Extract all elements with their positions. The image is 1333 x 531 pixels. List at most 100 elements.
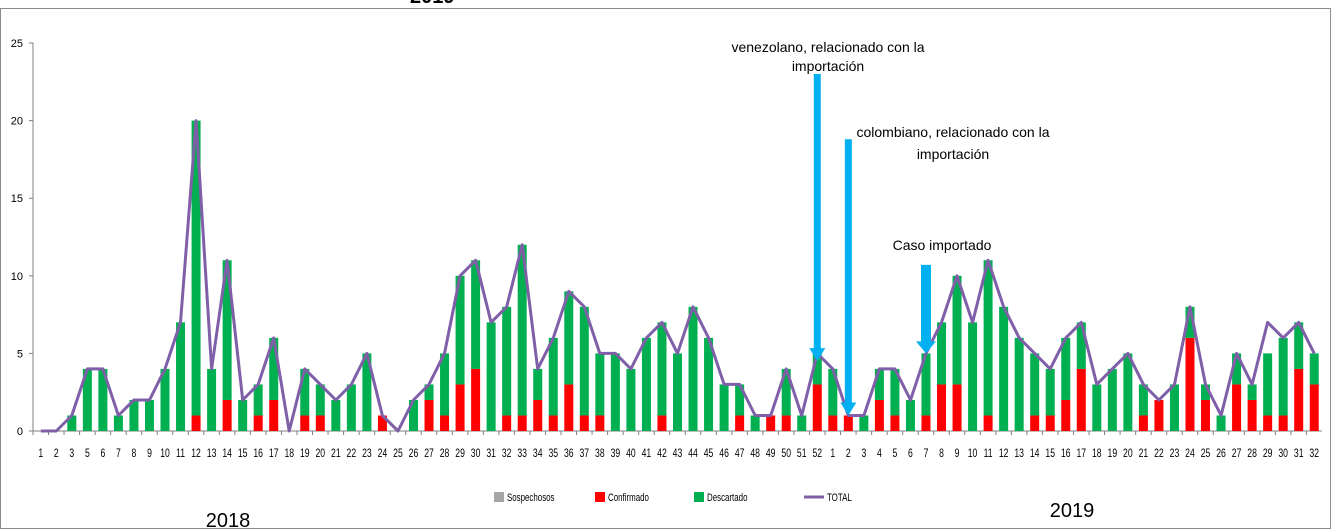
year-label: 2018 — [206, 510, 251, 531]
bar-descartado — [735, 384, 745, 416]
bar-descartado — [828, 368, 838, 416]
bar-confirmado — [921, 415, 931, 431]
bar-confirmado — [533, 399, 543, 431]
x-tick-label: 32 — [1309, 448, 1319, 461]
bar-confirmado — [1030, 415, 1040, 431]
bar-confirmado — [735, 415, 745, 431]
bar-descartado — [641, 337, 651, 431]
x-tick-label: 18 — [1092, 448, 1102, 461]
bar-descartado — [952, 275, 962, 385]
bar-descartado — [626, 368, 636, 431]
x-tick-label: 10 — [160, 448, 170, 461]
x-tick-label: 13 — [1014, 448, 1024, 461]
bar-confirmado — [843, 415, 853, 431]
x-tick-label: 34 — [533, 448, 543, 461]
x-tick-label: 31 — [486, 448, 496, 461]
x-tick-label: 25 — [1201, 448, 1211, 461]
x-tick-label: 22 — [1154, 448, 1164, 461]
x-tick-label: 8 — [132, 448, 137, 461]
legend-label: Sospechosos — [507, 492, 555, 505]
y-tick-label: 5 — [17, 348, 23, 360]
bar-confirmado — [890, 415, 900, 431]
x-tick-label: 50 — [781, 448, 791, 461]
bar-descartado — [1185, 306, 1195, 338]
bar-descartado — [471, 260, 481, 369]
x-tick-label: 28 — [1247, 448, 1257, 461]
total-series-line — [40, 119, 1316, 433]
bar-descartado — [269, 337, 279, 400]
x-tick-label: 19 — [300, 448, 310, 461]
x-tick-label: 36 — [564, 448, 574, 461]
bar-descartado — [1309, 353, 1319, 385]
bar-confirmado — [1247, 399, 1257, 431]
bar-confirmado — [517, 415, 527, 431]
legend: Sospechosos Confirmado Descartado TOTAL — [494, 492, 852, 505]
bar-confirmado — [937, 384, 947, 431]
x-tick-label: 43 — [673, 448, 683, 461]
bar-descartado — [1216, 415, 1226, 431]
bar-descartado — [673, 353, 682, 431]
y-tick-label: 25 — [11, 38, 23, 50]
bar-confirmado — [471, 368, 481, 431]
bar-descartado — [719, 384, 729, 431]
x-tick-label: 31 — [1294, 448, 1304, 461]
annotation-arrows — [809, 74, 936, 416]
x-tick-label: 2 — [54, 448, 59, 461]
x-tick-label: 20 — [1123, 448, 1133, 461]
x-tick-label: 26 — [409, 448, 419, 461]
x-tick-label: 22 — [347, 448, 357, 461]
bar-descartado — [253, 384, 263, 416]
x-tick-label: 30 — [1278, 448, 1288, 461]
bar-descartado — [517, 244, 527, 416]
arrow-colombiano — [840, 139, 857, 416]
bar-descartado — [424, 384, 434, 400]
x-tick-label: 7 — [924, 448, 929, 461]
x-tick-label: 11 — [176, 448, 185, 461]
annotation-text: importación — [917, 146, 989, 162]
bar-confirmado — [1278, 415, 1288, 431]
bar-confirmado — [874, 399, 884, 431]
x-tick-label: 17 — [1076, 448, 1086, 461]
bar-descartado — [300, 368, 310, 416]
bar-confirmado — [1201, 399, 1211, 431]
bar-confirmado — [828, 415, 838, 431]
annotation-text: importación — [792, 58, 864, 74]
x-tick-label: 1 — [38, 448, 43, 461]
bar-descartado — [160, 368, 170, 431]
y-axis: 0 5 10 15 20 25 — [11, 38, 34, 438]
x-tick-label: 19 — [1108, 448, 1118, 461]
x-tick-label: 11 — [984, 448, 993, 461]
bar-descartado — [362, 353, 372, 431]
x-axis: 1 2 3 5 6 7 8 9 10 11 12 13 14 15 16 17 18 19 20 21 22 23 24 25… — [32, 430, 1322, 461]
x-tick-label: 18 — [284, 448, 294, 461]
bar-confirmado — [983, 415, 993, 431]
x-tick-label: 23 — [1170, 448, 1180, 461]
x-tick-label: 48 — [750, 448, 760, 461]
bar-descartado — [191, 120, 201, 416]
bar-confirmado — [1045, 415, 1055, 431]
x-tick-label: 24 — [1185, 448, 1195, 461]
x-tick-label: 16 — [1061, 448, 1071, 461]
bar-confirmado — [1061, 399, 1071, 431]
bar-descartado — [564, 291, 574, 385]
bar-confirmado — [595, 415, 605, 431]
annotations: venezolano, relacionado con la importació… — [731, 39, 1049, 253]
bar-confirmado — [564, 384, 574, 431]
bar-descartado — [859, 415, 869, 431]
x-tick-label: 46 — [719, 448, 729, 461]
annotation-text: venezolano, relacionado con la — [731, 39, 924, 55]
x-tick-label: 41 — [642, 448, 652, 461]
y-tick-label: 15 — [11, 193, 23, 205]
year-labels: 2018 2019 — [206, 500, 1095, 531]
bar-descartado — [1201, 384, 1211, 400]
chart-frame — [0, 8, 1331, 529]
bar-descartado — [579, 306, 589, 416]
legend-swatch — [595, 492, 605, 502]
x-tick-label: 3 — [69, 448, 74, 461]
bar-confirmado — [579, 415, 589, 431]
bar-descartado — [688, 306, 698, 431]
bar-descartado — [144, 399, 154, 431]
x-tick-label: 16 — [253, 448, 263, 461]
bar-descartado — [207, 368, 217, 431]
x-tick-label: 4 — [877, 448, 882, 461]
